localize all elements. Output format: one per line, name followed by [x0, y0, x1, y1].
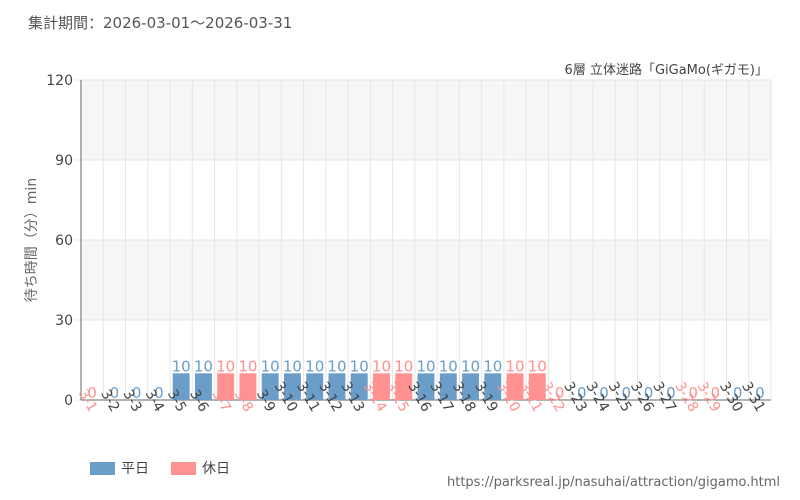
data-label: 10 — [305, 357, 324, 375]
data-label: 10 — [216, 357, 235, 375]
data-label: 10 — [394, 357, 413, 375]
data-label: 0 — [755, 384, 765, 402]
data-label: 10 — [238, 357, 257, 375]
y-tick-label: 60 — [55, 233, 73, 249]
data-label: 0 — [622, 384, 632, 402]
data-label: 10 — [327, 357, 346, 375]
data-label: 0 — [599, 384, 609, 402]
bar — [306, 373, 324, 400]
data-label: 0 — [733, 384, 743, 402]
bar — [484, 373, 502, 400]
legend-swatch-holiday — [171, 461, 196, 475]
bar — [350, 373, 368, 400]
plot-band — [81, 80, 771, 160]
attraction-name: 6層 立体迷路「GiGaMo(ギガモ)」 — [564, 63, 768, 78]
y-tick-label: 0 — [64, 393, 73, 409]
bar — [261, 373, 279, 400]
legend-label-weekday: 平日 — [121, 461, 149, 477]
bar — [528, 373, 546, 400]
data-label: 10 — [461, 357, 480, 375]
bar — [395, 373, 413, 400]
data-label: 0 — [688, 384, 698, 402]
y-tick-label: 90 — [55, 153, 73, 169]
data-label: 0 — [577, 384, 587, 402]
data-label: 0 — [666, 384, 676, 402]
data-label: 0 — [132, 384, 142, 402]
data-label: 10 — [528, 357, 547, 375]
data-label: 0 — [555, 384, 565, 402]
bar — [217, 373, 235, 400]
data-label: 10 — [261, 357, 280, 375]
legend-label-holiday: 休日 — [202, 461, 230, 477]
data-label: 0 — [110, 384, 120, 402]
bar — [283, 373, 301, 400]
bar — [194, 373, 212, 400]
bar — [462, 373, 479, 400]
bar — [439, 373, 457, 400]
data-label: 0 — [87, 384, 97, 402]
y-tick-label: 120 — [46, 73, 73, 89]
bar — [506, 373, 524, 400]
data-label: 10 — [505, 357, 524, 375]
data-label: 10 — [483, 357, 502, 375]
data-label: 10 — [350, 357, 369, 375]
legend: 平日 休日 — [90, 458, 252, 478]
data-label: 10 — [439, 357, 458, 375]
period-label: 集計期間：2026-03-01～2026-03-31 — [28, 14, 293, 32]
bar — [328, 373, 346, 400]
data-label: 10 — [283, 357, 302, 375]
legend-item-holiday[interactable]: 休日 — [171, 458, 230, 478]
y-tick-label: 30 — [55, 313, 73, 329]
data-label: 10 — [172, 357, 191, 375]
data-label: 10 — [194, 357, 213, 375]
bar — [373, 373, 390, 400]
legend-item-weekday[interactable]: 平日 — [90, 458, 149, 478]
bar — [172, 373, 190, 400]
data-label: 0 — [154, 384, 164, 402]
plot-band — [81, 160, 771, 240]
bar — [417, 373, 435, 400]
data-label: 10 — [372, 357, 391, 375]
legend-swatch-weekday — [90, 461, 115, 475]
data-label: 0 — [711, 384, 721, 402]
source-url: https://parksreal.jp/nasuhai/attraction/… — [446, 475, 780, 490]
data-label: 10 — [416, 357, 435, 375]
bar — [239, 373, 257, 400]
plot-band — [81, 240, 771, 320]
data-label: 0 — [644, 384, 654, 402]
